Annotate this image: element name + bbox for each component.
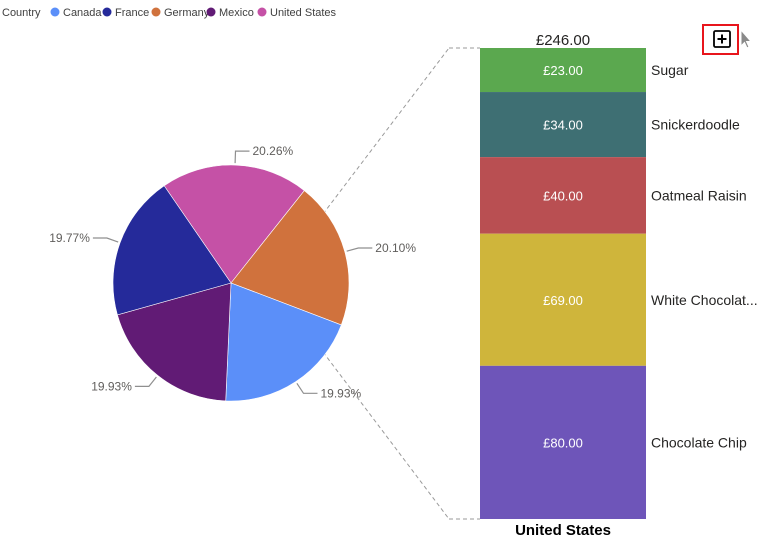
legend-marker-united-states — [257, 7, 267, 17]
plus-square-icon — [713, 30, 731, 48]
legend-title: Country — [2, 7, 41, 19]
bar-category-label-chocolate-chip: Chocolate Chip — [651, 434, 747, 450]
pie-leader-line-germany — [346, 247, 373, 252]
legend-label-united-states: United States — [270, 7, 337, 19]
bar-value-label-snickerdoodle: £34.00 — [543, 118, 583, 133]
bar-category-label-snickerdoodle: Snickerdoodle — [651, 117, 740, 133]
bar-segment-white-chocolat[interactable] — [480, 233, 646, 366]
legend-marker-germany — [151, 7, 161, 17]
legend-label-canada: Canada — [63, 7, 102, 19]
pie-to-bar-connectors — [322, 47, 480, 520]
pie-label-germany: 20.10% — [375, 241, 416, 255]
pie-chart — [112, 164, 350, 402]
connector-bottom-diagonal — [322, 351, 450, 520]
pie-leader-line-france — [92, 237, 119, 243]
bar-value-label-oatmeal-raisin: £40.00 — [543, 188, 583, 203]
pie-leader-line-mexico — [134, 376, 157, 387]
bar-category-label-oatmeal-raisin: Oatmeal Raisin — [651, 187, 747, 203]
pie-slice-canada[interactable] — [225, 282, 342, 402]
bar-category-label-white-chocolat: White Chocolat... — [651, 292, 758, 308]
pie-label-france: 19.77% — [49, 231, 90, 245]
bar-value-label-sugar: £23.00 — [543, 63, 583, 78]
bar-segment-chocolate-chip[interactable] — [480, 365, 646, 519]
legend-label-germany: Germany — [164, 7, 210, 19]
pie-label-canada: 19.93% — [321, 386, 362, 400]
stacked-bar-chart: £23.00 Sugar £34.00 Snickerdoodle £40.00 Oatm… — [480, 48, 758, 519]
bar-category-label: United States — [515, 522, 611, 539]
pie-slice-united-states[interactable] — [163, 164, 305, 284]
pie-labels: 20.26% 20.10% 19.93% 19.93% 19.77% — [49, 144, 416, 400]
pie-leader-line-canada — [296, 382, 318, 394]
legend-marker-mexico — [206, 7, 216, 17]
legend-marker-canada — [50, 7, 60, 17]
bar-value-label-white-chocolat: £69.00 — [543, 293, 583, 308]
legend-label-mexico: Mexico — [219, 7, 254, 19]
bar-value-label-chocolate-chip: £80.00 — [543, 435, 583, 450]
bar-segment-sugar[interactable] — [480, 48, 646, 93]
bar-category-label-sugar: Sugar — [651, 62, 689, 78]
expand-button[interactable] — [702, 24, 739, 55]
bar-segment-snickerdoodle[interactable] — [480, 92, 646, 158]
legend: Country Canada France Germany Mexico United … — [2, 7, 337, 19]
connector-top-diagonal — [322, 47, 450, 215]
bar-segment-oatmeal-raisin[interactable] — [480, 157, 646, 234]
expand-button-highlight — [702, 24, 739, 55]
pie-label-united-states: 20.26% — [253, 144, 294, 158]
pie-label-mexico: 19.93% — [91, 379, 132, 393]
legend-label-france: France — [115, 7, 149, 19]
mouse-pointer-icon — [740, 28, 753, 49]
pie-slice-france[interactable] — [112, 185, 232, 316]
pie-slice-germany[interactable] — [230, 190, 350, 326]
pie-leader-line-united-states — [234, 150, 250, 164]
pie-slice-mexico[interactable] — [117, 282, 232, 402]
legend-marker-france — [102, 7, 112, 17]
bar-total-label: £246.00 — [536, 32, 590, 49]
